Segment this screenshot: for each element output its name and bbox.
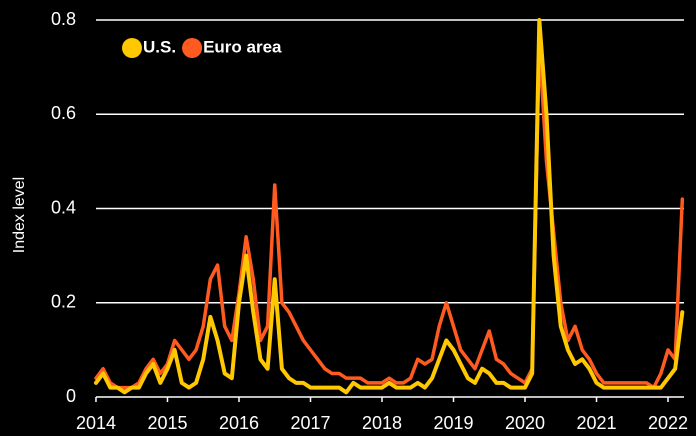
x-tick-label: 2020 [505, 413, 545, 433]
series-line [94, 41, 685, 390]
legend-text: U.S. [143, 37, 176, 56]
series-line [93, 18, 685, 395]
y-tick-label: 0.2 [51, 292, 76, 312]
y-tick-label: 0.8 [51, 9, 76, 29]
y-tick-label: 0.4 [51, 197, 76, 217]
y-tick-label: 0 [66, 386, 76, 406]
x-tick-label: 2015 [147, 413, 187, 433]
x-tick-label: 2018 [362, 413, 402, 433]
x-tick-label: 2014 [76, 413, 116, 433]
legend-marker [122, 38, 142, 58]
x-tick-label: 2017 [290, 413, 330, 433]
x-tick-label: 2021 [576, 413, 616, 433]
x-tick-label: 2022 [648, 413, 688, 433]
x-tick-label: 2019 [433, 413, 473, 433]
y-axis-label: Index level [11, 177, 28, 254]
x-tick-label: 2016 [219, 413, 259, 433]
y-tick-label: 0.6 [51, 103, 76, 123]
legend-marker [182, 38, 203, 58]
legend-text: Euro area [203, 37, 282, 56]
